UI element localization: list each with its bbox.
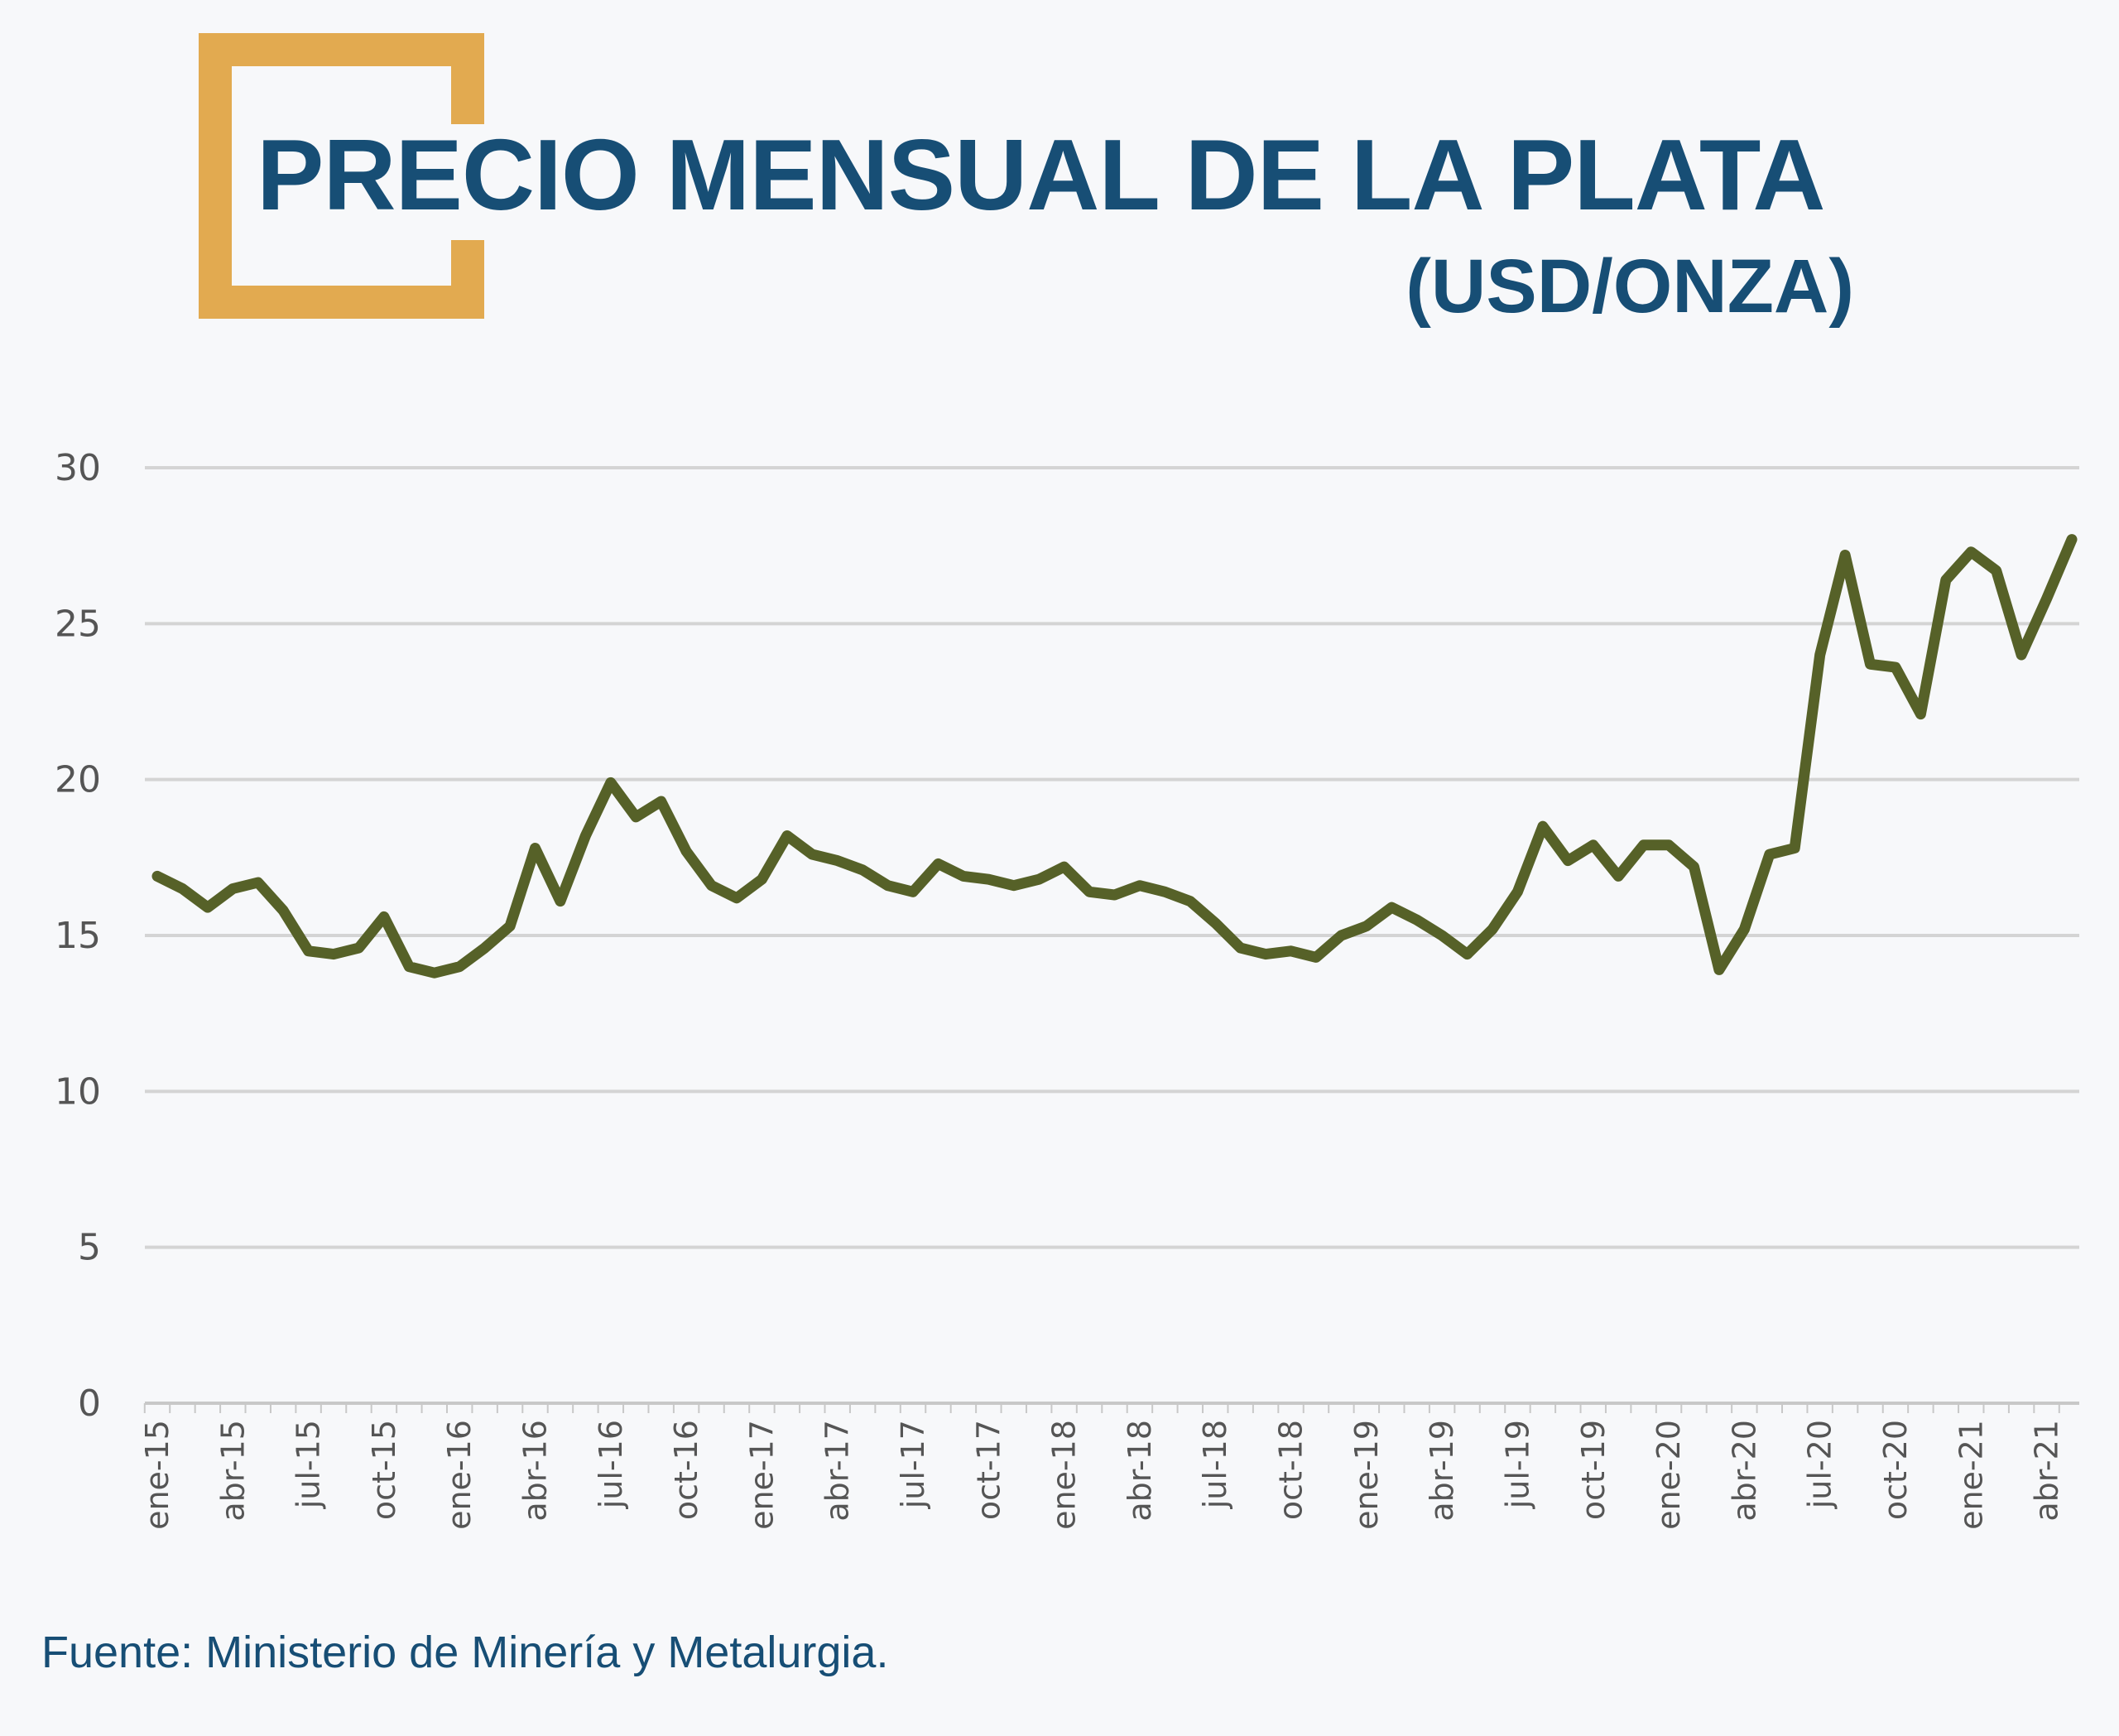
x-tick-label-jul-20: jul-20 [1802,1420,1838,1509]
x-tick-label-ene-18: ene-18 [1046,1420,1083,1530]
x-tick-label-ene-16: ene-16 [441,1420,478,1530]
x-tick-label-oct-18: oct-18 [1273,1420,1309,1520]
x-axis [143,1402,2079,1413]
y-tick-label-25: 25 [55,603,101,645]
chart-subtitle: (USD/ONZA) [1405,244,1854,329]
y-tick-label-20: 20 [55,759,101,801]
y-tick-label-10: 10 [55,1070,101,1113]
x-tick-label-oct-20: oct-20 [1877,1420,1914,1520]
y-tick-label-5: 5 [78,1227,101,1269]
x-tick-label-ene-21: ene-21 [1953,1420,1989,1530]
y-tick-label-0: 0 [78,1383,101,1425]
source-note: Fuente: Ministerio de Minería y Metalurg… [41,1628,889,1677]
bracket-top-bar [199,33,484,66]
x-tick-label-jul-15: jul-15 [291,1420,327,1509]
bracket-right-bottom-bar [451,240,484,319]
y-tick-label-15: 15 [55,915,101,957]
x-tick-label-ene-17: ene-17 [743,1420,780,1530]
x-tick-label-oct-19: oct-19 [1575,1420,1612,1520]
bracket-right-top-bar [451,33,484,124]
series-line-silver-price [151,534,2078,979]
x-tick-label-abr-17: abr-17 [819,1420,856,1522]
x-tick-label-jul-16: jul-16 [593,1420,629,1509]
x-tick-label-abr-20: abr-20 [1726,1420,1762,1522]
grid-lines [145,466,2079,1249]
y-tick-labels: 0 5 10 15 20 25 30 [55,447,101,1425]
x-tick-label-jul-19: jul-19 [1499,1420,1535,1509]
series-layer [151,534,2078,979]
x-tick-label-oct-17: oct-17 [970,1420,1007,1520]
x-tick-label-jul-17: jul-17 [895,1420,931,1509]
title-bracket-decoration [199,33,484,319]
bracket-bottom-bar [199,286,484,319]
x-tick-label-ene-19: ene-19 [1348,1420,1385,1530]
x-tick-label-abr-18: abr-18 [1122,1420,1158,1522]
bracket-left-bar [199,33,232,319]
x-tick-label-ene-15: ene-15 [139,1420,175,1530]
chart-title: PRECIO MENSUAL DE LA PLATA [257,118,1825,231]
x-tick-labels: ene-15 abr-15 jul-15 oct-15 ene-16 abr-16 jul-… [139,1420,2065,1530]
x-tick-label-ene-20: ene-20 [1651,1420,1687,1530]
y-tick-label-30: 30 [55,447,101,489]
x-tick-label-jul-18: jul-18 [1197,1420,1233,1509]
x-tick-label-abr-16: abr-16 [517,1420,554,1522]
x-tick-label-abr-19: abr-19 [1424,1420,1460,1522]
x-tick-label-abr-21: abr-21 [2029,1420,2065,1522]
x-tick-label-oct-15: oct-15 [366,1420,402,1520]
x-tick-label-abr-15: abr-15 [214,1420,251,1522]
x-tick-label-oct-16: oct-16 [668,1420,704,1520]
